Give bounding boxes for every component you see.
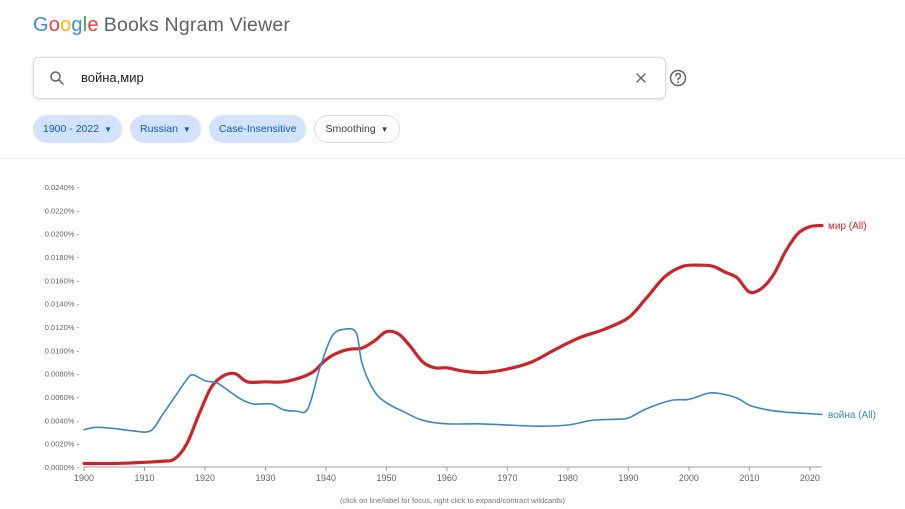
x-tick-label: 1970 <box>497 473 517 483</box>
series-label-mir[interactable]: мир (All) <box>828 221 867 232</box>
y-tick-label: 0.0040% - <box>45 416 80 425</box>
y-tick-label: 0.0060% - <box>45 393 80 402</box>
x-tick-label: 1990 <box>618 473 638 483</box>
filter-chip-label: 1900 - 2022 <box>43 123 100 135</box>
y-tick-label: 0.0000% - <box>45 463 80 472</box>
y-tick-label: 0.0160% - <box>45 276 80 285</box>
caret-down-icon: ▼ <box>380 124 389 134</box>
close-icon[interactable] <box>633 70 649 86</box>
filter-bar: 1900 - 2022 ▼ Russian ▼ Case-Insensitive Smoo… <box>33 115 400 143</box>
x-tick-label: 2000 <box>679 473 699 483</box>
y-tick-label: 0.0240% - <box>45 183 80 192</box>
filter-chip-label: Smoothing <box>325 123 376 135</box>
chart-hint: (click on line/label for focus, right cl… <box>339 496 566 505</box>
filter-chip[interactable]: Russian ▼ <box>129 115 201 143</box>
filter-chip-label: Case-Insensitive <box>218 123 297 135</box>
filter-chip[interactable]: 1900 - 2022 ▼ <box>33 115 122 143</box>
filter-chip[interactable]: Smoothing ▼ <box>314 115 400 143</box>
x-tick-label: 1940 <box>316 473 336 483</box>
x-tick-label: 1980 <box>558 473 578 483</box>
x-tick-label: 1950 <box>376 473 396 483</box>
help-circle-icon[interactable] <box>668 68 688 88</box>
y-tick-label: 0.0220% - <box>45 206 80 215</box>
y-tick-label: 0.0020% - <box>45 440 80 449</box>
ngram-chart: 0.0000% - 0.0020% - 0.0040% - 0.0060% - 0.00… <box>45 183 876 483</box>
x-tick-label: 1910 <box>134 473 154 483</box>
x-tick-label: 1900 <box>74 473 94 483</box>
logo-letter: l <box>82 14 88 36</box>
search-box <box>33 57 687 99</box>
app-logo: Google Books Ngram Viewer <box>33 14 290 37</box>
series-line-mir[interactable] <box>82 223 824 466</box>
x-tick-label: 1960 <box>437 473 457 483</box>
y-tick-label: 0.0140% - <box>45 300 80 309</box>
logo-letter: o <box>60 14 72 36</box>
y-tick-label: 0.0080% - <box>45 370 80 379</box>
x-tick-label: 2020 <box>800 473 820 483</box>
filter-chip-label: Russian <box>139 123 178 135</box>
product-name: Books Ngram Viewer <box>103 14 291 36</box>
logo-letter: g <box>71 14 83 36</box>
series-line-voina[interactable] <box>83 327 823 433</box>
logo-letter: G <box>33 14 49 36</box>
caret-down-icon: ▼ <box>182 124 191 134</box>
y-tick-label: 0.0100% - <box>45 346 80 355</box>
logo-letter: e <box>87 14 99 36</box>
x-tick-label: 1920 <box>195 473 215 483</box>
google-wordmark: Google <box>33 14 99 37</box>
y-tick-label: 0.0180% - <box>45 253 80 262</box>
y-tick-label: 0.0200% - <box>45 230 80 239</box>
caret-down-icon: ▼ <box>104 124 112 134</box>
logo-letter: o <box>48 14 61 36</box>
filter-chip[interactable]: Case-Insensitive <box>208 115 307 143</box>
x-tick-label: 1930 <box>255 473 275 483</box>
search-icon[interactable] <box>48 69 66 87</box>
search-input[interactable] <box>81 70 561 85</box>
x-tick-label: 2010 <box>739 473 759 483</box>
series-label-voina[interactable]: война (All) <box>828 410 876 421</box>
divider <box>0 158 905 159</box>
y-tick-label: 0.0120% - <box>45 323 80 332</box>
